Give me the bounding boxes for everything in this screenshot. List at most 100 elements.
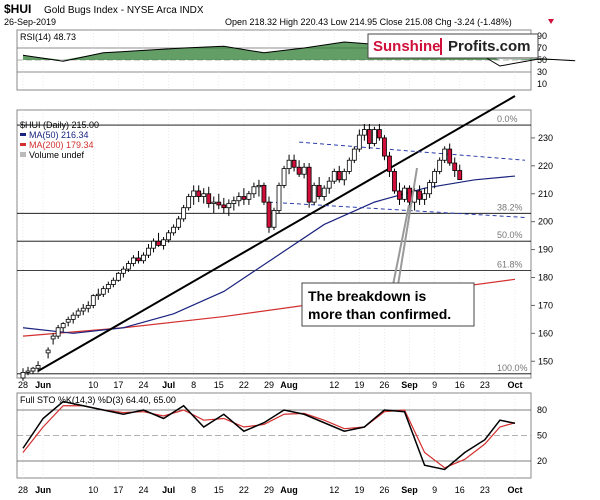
date-tick-label: 23 [480,485,490,495]
candle-body [95,293,101,297]
candle [35,361,41,373]
candle [407,185,412,208]
rsi-tick-label: 50 [537,55,547,65]
price-tick-label: 170 [538,300,553,310]
date-tick-label: 9 [432,485,437,495]
candle [60,322,66,332]
candle-body [341,171,347,181]
date-tick-label: 15 [214,485,224,495]
candle [427,179,433,198]
candle-body [271,210,277,228]
candle [442,146,448,164]
candle-body [407,187,412,203]
candle-body [437,159,443,172]
fib-level-label: 50.0% [497,230,523,240]
candle [141,252,146,264]
candle-body [246,193,252,200]
price-tick-label: 190 [538,245,553,255]
candle-body [20,372,26,379]
candle [110,277,116,288]
candle-body [356,134,362,150]
candle [221,197,227,214]
candle [326,177,332,194]
candle [126,260,131,272]
down-arrow-icon [548,19,554,24]
candle [316,177,322,200]
candle [241,188,247,205]
candle-body [346,159,352,172]
date-tick-label: 17 [113,380,123,390]
candle-body [75,310,81,316]
price-panel: 0.0% 38.2% 50.0% 61.8% 100.0% 150 160 170 180 19… [16,33,553,381]
candle [105,281,111,293]
price-tick-label: 230 [538,133,553,143]
rsi-tick-label: 70 [537,43,547,53]
candle [371,126,377,147]
candle [70,312,76,324]
date-tick-label: 29 [264,380,274,390]
sto-axis-ticks: 20 50 80 [537,405,547,466]
candle-body [166,232,171,241]
date-tick-label: Oct [507,485,522,495]
candle-body [417,190,422,200]
candle-body [311,184,317,203]
date-tick-label: 12 [329,380,339,390]
date-tick-label: 24 [138,485,148,495]
candle [85,301,91,313]
date-axis-top: 28 Jun 10 17 24 Jul 8 15 22 29 Aug 12 19 26 Sep 9 16 23 Oc… [18,380,522,390]
candle-body [126,263,131,270]
volume-legend: Volume undef [29,150,85,160]
candle [447,143,453,166]
candle-body [206,193,212,204]
ma50-legend: MA(50) 216.34 [29,130,89,140]
candle [171,224,177,236]
date-tick-label: 17 [113,485,123,495]
candle-body [306,166,312,203]
candle [311,182,317,205]
date-tick-label: Aug [280,380,298,390]
candle-body [221,204,227,209]
fib-level-label: 61.8% [497,260,523,270]
candle-body [301,166,307,175]
candle [402,185,407,203]
candle-body [156,240,161,246]
ma50-swatch [20,133,26,136]
candle-body [321,187,327,197]
chart-date: 26-Sep-2019 [4,17,56,27]
candle [291,154,297,172]
candle-body [115,272,121,281]
candle-body [211,201,217,204]
date-tick-label: 16 [455,380,465,390]
candle-body [131,257,136,264]
date-tick-label: 15 [214,380,224,390]
candle-body [105,284,111,290]
candle-body [30,367,36,372]
candle [30,366,36,374]
candle-body [181,207,187,220]
candle [432,168,438,189]
candle [261,182,267,205]
candle-body [427,182,433,195]
candle-body [80,307,86,312]
candle-body [331,171,337,182]
candle-body [371,129,377,144]
date-tick-label: Sep [401,485,418,495]
candle-body [45,349,51,354]
logo-brand-part1: Sunshine [373,38,441,55]
candle [351,146,357,164]
price-title: $HUI (Daily) 215.00 [20,120,99,130]
channel-upper-line [299,141,526,161]
candle [75,308,81,318]
date-tick-label: 29 [264,485,274,495]
candle-body [432,171,438,183]
candle-body [361,129,367,136]
date-tick-label: Oct [507,380,522,390]
date-tick-label: 28 [18,380,28,390]
candle [100,285,106,298]
sto-grid [17,393,531,478]
candle-body [100,288,106,295]
candle-body [447,148,453,164]
candle-body [171,226,177,234]
candle [296,160,302,177]
price-tick-label: 160 [538,328,553,338]
